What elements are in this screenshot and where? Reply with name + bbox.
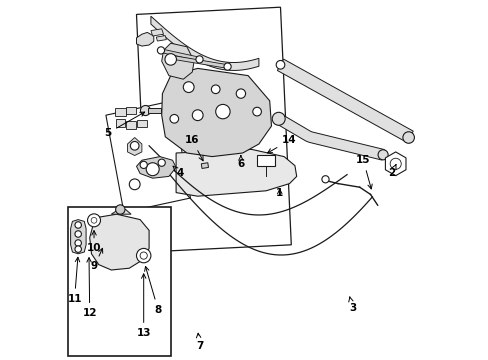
Circle shape [146, 163, 159, 176]
Text: 10: 10 [86, 231, 101, 253]
Polygon shape [115, 108, 125, 116]
Polygon shape [125, 107, 136, 114]
Circle shape [211, 85, 220, 94]
Text: 12: 12 [82, 258, 97, 318]
Circle shape [321, 176, 328, 183]
Polygon shape [201, 163, 208, 168]
Circle shape [91, 217, 97, 223]
Polygon shape [70, 220, 86, 254]
Circle shape [215, 104, 230, 119]
Circle shape [252, 107, 261, 116]
Circle shape [87, 214, 101, 227]
Circle shape [75, 240, 81, 246]
Circle shape [158, 159, 165, 166]
Text: 14: 14 [267, 135, 296, 153]
Polygon shape [385, 152, 405, 176]
Polygon shape [159, 49, 201, 61]
Text: 16: 16 [184, 135, 203, 161]
Circle shape [196, 56, 203, 63]
Circle shape [192, 110, 203, 121]
Circle shape [115, 205, 125, 214]
Circle shape [224, 63, 231, 70]
Circle shape [164, 54, 176, 65]
Polygon shape [173, 56, 228, 68]
Text: 3: 3 [348, 297, 355, 313]
Circle shape [236, 89, 245, 98]
Bar [257, 155, 275, 166]
Polygon shape [136, 32, 153, 46]
Circle shape [377, 150, 387, 160]
Polygon shape [275, 114, 384, 160]
Circle shape [170, 114, 178, 123]
Text: 2: 2 [387, 165, 395, 178]
Circle shape [130, 141, 139, 150]
Polygon shape [137, 120, 146, 127]
Text: 15: 15 [355, 155, 371, 189]
Circle shape [183, 82, 194, 93]
Polygon shape [126, 121, 136, 129]
Polygon shape [162, 43, 194, 79]
Circle shape [75, 246, 81, 252]
Text: 7: 7 [195, 333, 203, 351]
Text: 6: 6 [237, 156, 244, 169]
Circle shape [140, 105, 150, 116]
Text: 4: 4 [173, 166, 183, 178]
Text: 8: 8 [144, 266, 162, 315]
Polygon shape [127, 138, 142, 156]
Circle shape [157, 47, 164, 54]
Polygon shape [89, 214, 149, 270]
Polygon shape [156, 36, 166, 41]
Polygon shape [136, 157, 176, 178]
Polygon shape [151, 16, 258, 71]
Polygon shape [106, 101, 190, 212]
Polygon shape [277, 59, 412, 143]
Polygon shape [136, 7, 291, 252]
Bar [68, 207, 170, 356]
Circle shape [272, 112, 285, 125]
Polygon shape [162, 68, 271, 157]
Text: 5: 5 [104, 112, 144, 138]
Circle shape [75, 222, 81, 228]
Bar [148, 108, 160, 113]
Text: 13: 13 [136, 274, 151, 338]
Polygon shape [176, 149, 296, 196]
Circle shape [140, 252, 147, 259]
Polygon shape [111, 210, 131, 214]
Polygon shape [115, 119, 125, 127]
Circle shape [75, 231, 81, 237]
Circle shape [276, 60, 284, 69]
Circle shape [129, 179, 140, 190]
Circle shape [140, 161, 147, 168]
Polygon shape [151, 29, 163, 36]
Text: 11: 11 [67, 257, 81, 304]
Text: 9: 9 [91, 248, 102, 271]
Text: 1: 1 [276, 188, 283, 198]
Circle shape [389, 158, 401, 169]
Circle shape [402, 132, 413, 143]
Circle shape [136, 248, 151, 263]
